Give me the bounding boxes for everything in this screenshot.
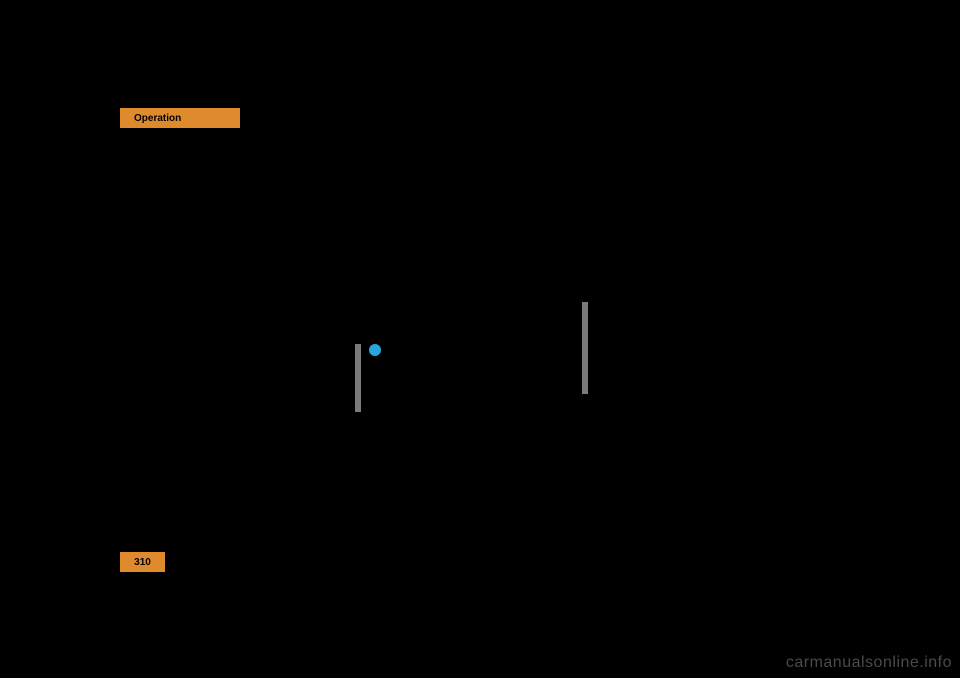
column-divider <box>355 344 361 412</box>
info-dot-icon <box>369 344 381 356</box>
manual-page <box>105 85 855 595</box>
section-tab: Operation <box>120 108 240 128</box>
column-divider <box>582 302 588 394</box>
section-label: Operation <box>134 113 181 124</box>
watermark-text: carmanualsonline.info <box>786 654 952 672</box>
page-number: 310 <box>134 557 151 568</box>
page-number-tab: 310 <box>120 552 165 572</box>
